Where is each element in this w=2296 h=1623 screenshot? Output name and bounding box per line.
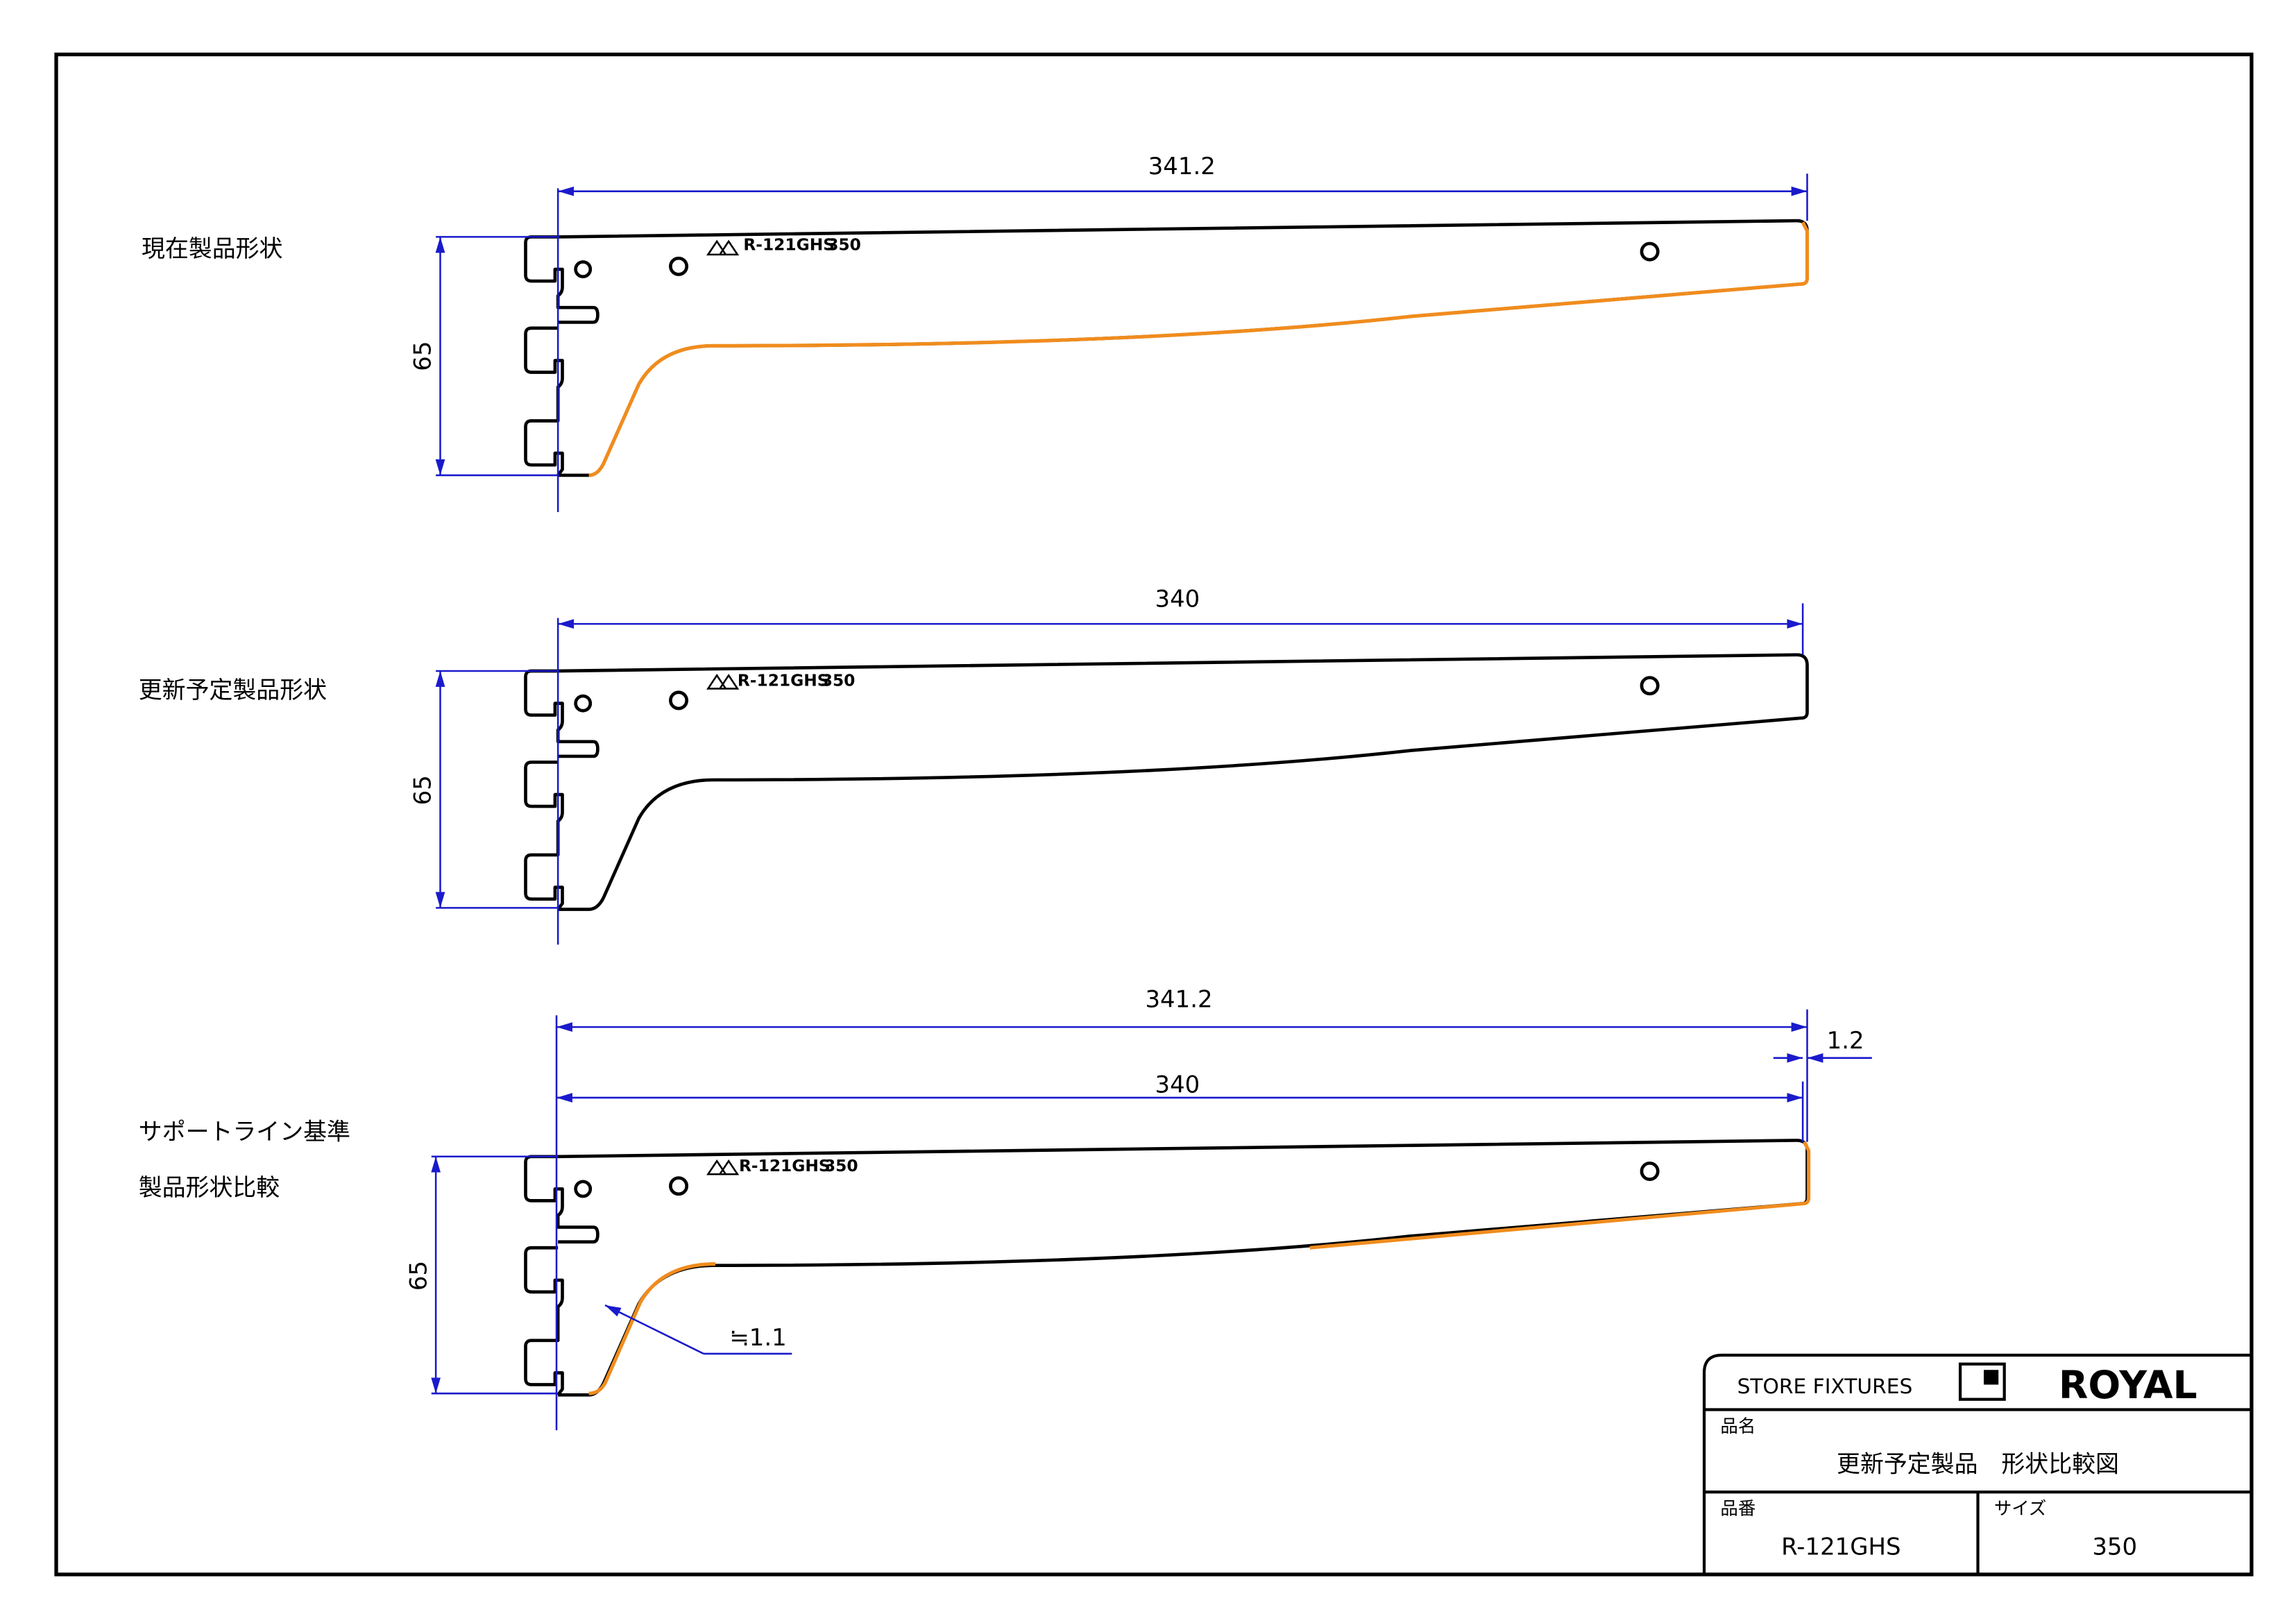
dimension-height: 65 [405,1261,432,1291]
part-number: R-121GHS [1781,1533,1900,1560]
stamp-size: 350 [824,1157,858,1175]
dimension-thickness: ≒1.1 [729,1324,786,1351]
view-label: 現在製品形状 [142,235,282,262]
outline-highlight [588,221,1810,477]
size: 350 [2092,1533,2137,1560]
stamp-model: R-121GHS [738,671,829,690]
view-label: 更新予定製品形状 [139,677,327,704]
view-label: 製品形状比較 [139,1174,280,1201]
bracket [525,655,1807,910]
dimension-length: 340 [1155,1071,1200,1098]
product-name: 更新予定製品 形状比較図 [1837,1451,2119,1478]
stamp-size: 350 [827,236,861,255]
dimension-total-length: 341.2 [1145,985,1212,1012]
dimension-height: 65 [409,341,436,371]
outline-highlight [588,1141,1811,1395]
dimension-length: 340 [1155,586,1200,613]
dimension-length: 341.2 [1148,153,1216,180]
stamp-model: R-121GHS [743,236,835,255]
dimensions [435,173,1808,512]
field-label: 品番 [1720,1498,1755,1519]
brand: ROYAL [2059,1363,2197,1408]
dimension-height: 65 [409,775,436,805]
page-border [54,52,2254,1577]
bracket [525,1140,1807,1395]
dimension-offset: 1.2 [1827,1027,1864,1054]
bracket [525,221,1807,475]
view-label: サポートライン基準 [139,1118,350,1145]
title-block [1702,1353,2252,1575]
company-tag: STORE FIXTURES [1737,1374,1913,1398]
stamp-model: R-121GHS [739,1157,831,1175]
field-label: サイズ [1994,1498,2047,1519]
dimensions [435,603,1804,945]
field-label: 品名 [1720,1416,1755,1436]
stamp-size: 350 [822,671,856,690]
dimensions [431,1009,1872,1431]
